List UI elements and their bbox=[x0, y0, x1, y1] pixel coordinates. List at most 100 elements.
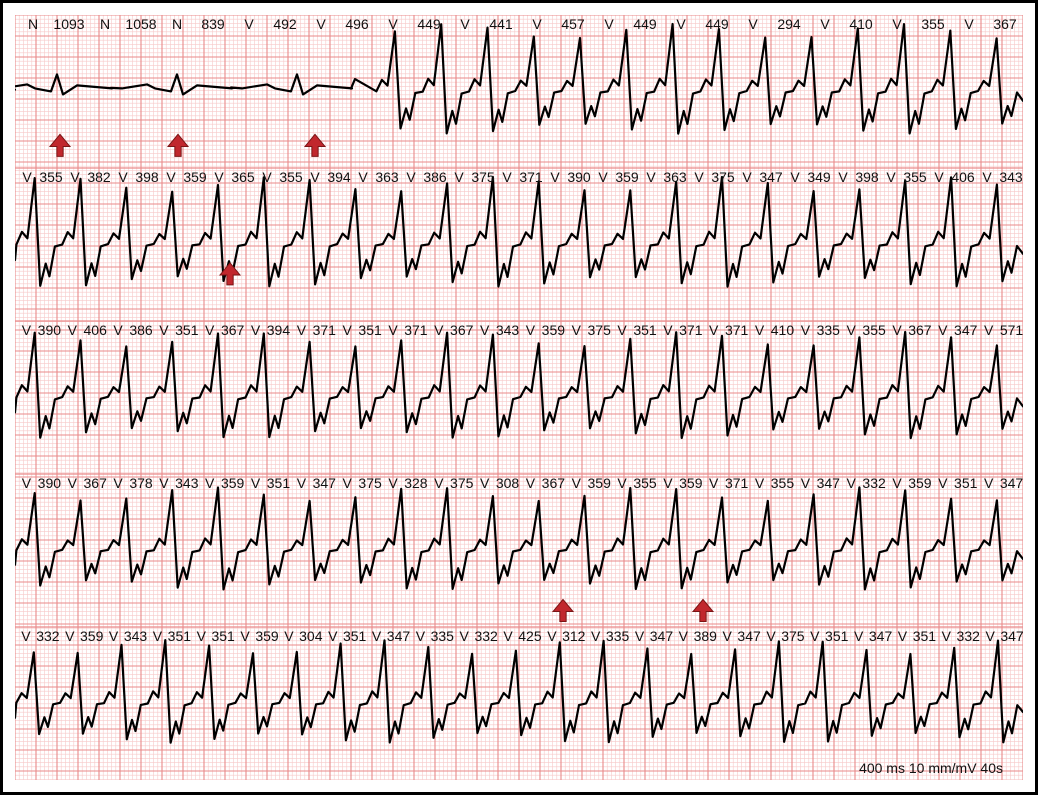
beat-label: 449 bbox=[705, 16, 729, 32]
beat-label: 375 bbox=[471, 169, 495, 185]
beat-label: 343 bbox=[999, 169, 1023, 185]
beat-label: V bbox=[343, 322, 353, 338]
beat-label: 343 bbox=[124, 628, 148, 644]
beat-label: 347 bbox=[1000, 475, 1023, 491]
beat-label: V bbox=[262, 169, 272, 185]
beat-label: 839 bbox=[201, 16, 225, 32]
beat-label: V bbox=[886, 169, 896, 185]
beat-label: V bbox=[328, 628, 338, 644]
beat-label: 351 bbox=[343, 628, 367, 644]
beat-label: V bbox=[938, 322, 948, 338]
beat-label: V bbox=[591, 628, 601, 644]
beat-label: 496 bbox=[345, 16, 369, 32]
beat-label: V bbox=[166, 169, 176, 185]
beat-label: V bbox=[197, 628, 207, 644]
beat-label: V bbox=[755, 475, 765, 491]
beat-label: V bbox=[388, 16, 398, 32]
beat-label: V bbox=[694, 169, 704, 185]
beat-label: 394 bbox=[267, 322, 291, 338]
beat-label: V bbox=[358, 169, 368, 185]
beat-label: 351 bbox=[168, 628, 192, 644]
beat-label: V bbox=[22, 322, 32, 338]
beat-label: V bbox=[984, 322, 994, 338]
beat-label: 1093 bbox=[53, 16, 84, 32]
beat-label: V bbox=[118, 169, 128, 185]
beat-label: V bbox=[372, 628, 382, 644]
beat-label: 378 bbox=[129, 475, 153, 491]
beat-label: V bbox=[406, 169, 416, 185]
beat-label: V bbox=[109, 628, 119, 644]
beat-label: V bbox=[480, 322, 490, 338]
beat-label: 367 bbox=[993, 16, 1017, 32]
beat-label: V bbox=[454, 169, 464, 185]
ecg-figure-frame: N1093N1058N839V492V496V449V441V457V449V4… bbox=[0, 0, 1038, 795]
beat-label: 371 bbox=[313, 322, 337, 338]
beat-label: V bbox=[801, 322, 811, 338]
beat-label: 332 bbox=[36, 628, 60, 644]
beat-label: 375 bbox=[588, 322, 612, 338]
beat-label: 359 bbox=[908, 475, 932, 491]
beat-label: V bbox=[847, 475, 857, 491]
beat-label: V bbox=[22, 169, 32, 185]
beat-label: 367 bbox=[908, 322, 932, 338]
beat-label: 351 bbox=[358, 322, 382, 338]
beat-label: V bbox=[205, 322, 215, 338]
beat-label: 355 bbox=[921, 16, 945, 32]
beat-label: V bbox=[434, 322, 444, 338]
beat-label: V bbox=[790, 169, 800, 185]
beat-label: 347 bbox=[869, 628, 893, 644]
beat-label: 347 bbox=[650, 628, 674, 644]
beat-label: V bbox=[679, 628, 689, 644]
beat-label: 332 bbox=[474, 628, 498, 644]
beat-label: V bbox=[297, 475, 307, 491]
beat-label: V bbox=[113, 475, 123, 491]
beat-label: V bbox=[898, 628, 908, 644]
beat-label: V bbox=[240, 628, 250, 644]
beat-label: V bbox=[820, 16, 830, 32]
beat-label: V bbox=[676, 16, 686, 32]
beat-label: 398 bbox=[135, 169, 159, 185]
beat-label: V bbox=[617, 322, 627, 338]
beat-label: 367 bbox=[542, 475, 566, 491]
beat-label: N bbox=[172, 16, 182, 32]
beat-label: 359 bbox=[255, 628, 279, 644]
beat-label: 365 bbox=[231, 169, 255, 185]
beat-label: 389 bbox=[694, 628, 718, 644]
beat-label: V bbox=[982, 169, 992, 185]
beat-label: N bbox=[100, 16, 110, 32]
beat-label: 351 bbox=[633, 322, 657, 338]
beat-label: V bbox=[572, 475, 582, 491]
beat-label: V bbox=[810, 628, 820, 644]
beat-label: 410 bbox=[849, 16, 873, 32]
beat-label: 390 bbox=[38, 322, 62, 338]
beat-label: 351 bbox=[913, 628, 937, 644]
beat-label: V bbox=[310, 169, 320, 185]
beat-label: V bbox=[598, 169, 608, 185]
beat-label: V bbox=[635, 628, 645, 644]
ecg-svg: N1093N1058N839V492V496V449V441V457V449V4… bbox=[15, 15, 1023, 780]
beat-label: 363 bbox=[375, 169, 399, 185]
beat-label: 347 bbox=[1000, 628, 1023, 644]
beat-label: 343 bbox=[175, 475, 199, 491]
beat-label: V bbox=[723, 628, 733, 644]
beat-label: V bbox=[709, 475, 719, 491]
beat-label: 347 bbox=[954, 322, 978, 338]
beat-label: V bbox=[460, 16, 470, 32]
beat-label: 347 bbox=[759, 169, 783, 185]
beat-label: 359 bbox=[679, 475, 703, 491]
beat-label: 351 bbox=[267, 475, 291, 491]
beat-label: 492 bbox=[273, 16, 297, 32]
beat-label: 367 bbox=[450, 322, 474, 338]
beat-label: V bbox=[65, 628, 75, 644]
beat-label: V bbox=[68, 322, 78, 338]
beat-label: 375 bbox=[358, 475, 382, 491]
beat-label: V bbox=[113, 322, 123, 338]
beat-label: 355 bbox=[903, 169, 927, 185]
beat-label: 335 bbox=[431, 628, 455, 644]
beat-label: 382 bbox=[87, 169, 111, 185]
beat-label: 355 bbox=[279, 169, 303, 185]
beat-label: V bbox=[663, 475, 673, 491]
beat-label: 425 bbox=[518, 628, 542, 644]
beat-label: V bbox=[343, 475, 353, 491]
beat-label: 371 bbox=[725, 475, 749, 491]
